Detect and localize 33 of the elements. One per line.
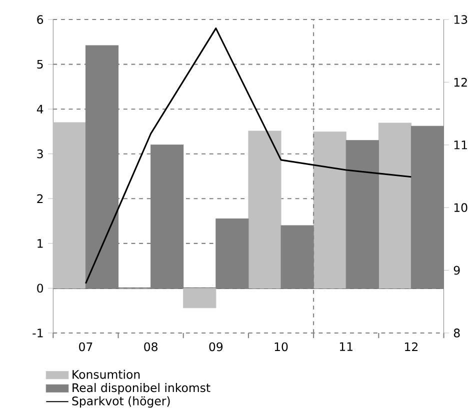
y-tick-label: 2 bbox=[37, 194, 43, 204]
y2-tick-label: 13 bbox=[454, 15, 468, 24]
legend-label: Sparkvot (höger) bbox=[72, 396, 170, 408]
y2-tick-label: 12 bbox=[454, 78, 467, 87]
bar bbox=[150, 144, 184, 288]
legend-label: Real disponibel inkomst bbox=[72, 383, 210, 394]
y2-tick-label: 8 bbox=[454, 328, 460, 338]
legend-label: Konsumtion bbox=[72, 370, 140, 379]
y-tick-label: 5 bbox=[37, 60, 43, 69]
bar bbox=[216, 218, 249, 288]
y-tick-label: 1 bbox=[38, 239, 43, 248]
x-tick-label: 07 bbox=[79, 342, 92, 352]
y-tick-label: 0 bbox=[37, 284, 44, 293]
x-tick-label: 11 bbox=[340, 342, 352, 351]
y-tick-label: 4 bbox=[36, 104, 44, 114]
y-tick-label: 6 bbox=[37, 15, 44, 24]
x-tick-label: 08 bbox=[144, 342, 158, 352]
bar bbox=[313, 132, 346, 288]
line-series bbox=[84, 28, 412, 284]
bar bbox=[183, 288, 216, 308]
y2-tick-label: 11 bbox=[454, 140, 467, 150]
x-tick-label: 10 bbox=[274, 342, 288, 352]
y2-tick-label: 10 bbox=[454, 203, 468, 212]
y-tick-label: 3 bbox=[37, 149, 43, 158]
bar bbox=[248, 130, 282, 288]
bar bbox=[52, 122, 86, 288]
bar bbox=[378, 122, 412, 288]
x-tick-label: 12 bbox=[405, 342, 418, 352]
bar bbox=[346, 140, 379, 288]
y-tick-label: -1 bbox=[32, 328, 43, 338]
x-tick-label: 09 bbox=[209, 342, 223, 352]
y2-tick-label: 9 bbox=[454, 266, 460, 275]
bar bbox=[85, 45, 119, 288]
